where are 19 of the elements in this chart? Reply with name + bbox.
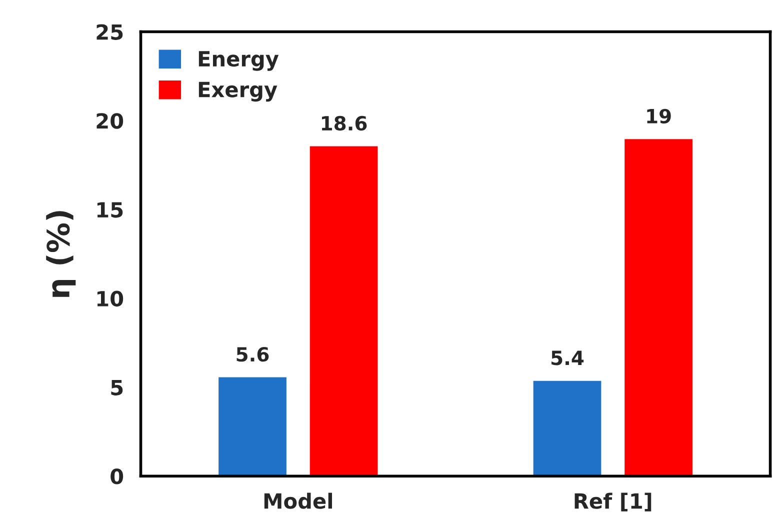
y-tick-label: 20 (96, 113, 124, 129)
y-tick-label: 10 (97, 290, 124, 307)
data-label: 5.6 (236, 346, 269, 362)
x-tick-label: Model (264, 492, 332, 509)
legend-label: Exergy (198, 82, 278, 102)
bar (623, 138, 694, 476)
y-tick-label: 5 (111, 380, 123, 396)
data-label: 5.4 (552, 350, 584, 366)
y-tick-label: 15 (97, 202, 123, 218)
legend-label: Energy (198, 51, 279, 71)
data-label: 18.6 (322, 116, 367, 131)
bar (217, 376, 288, 476)
y-tick-label: 25 (96, 24, 123, 40)
bar (308, 144, 380, 476)
y-axis-title: η (%) (46, 211, 76, 297)
x-tick-label: Ref [1] (574, 492, 652, 512)
bar (532, 379, 603, 476)
y-tick-label: 0 (110, 468, 124, 484)
data-label: 19 (647, 108, 671, 124)
